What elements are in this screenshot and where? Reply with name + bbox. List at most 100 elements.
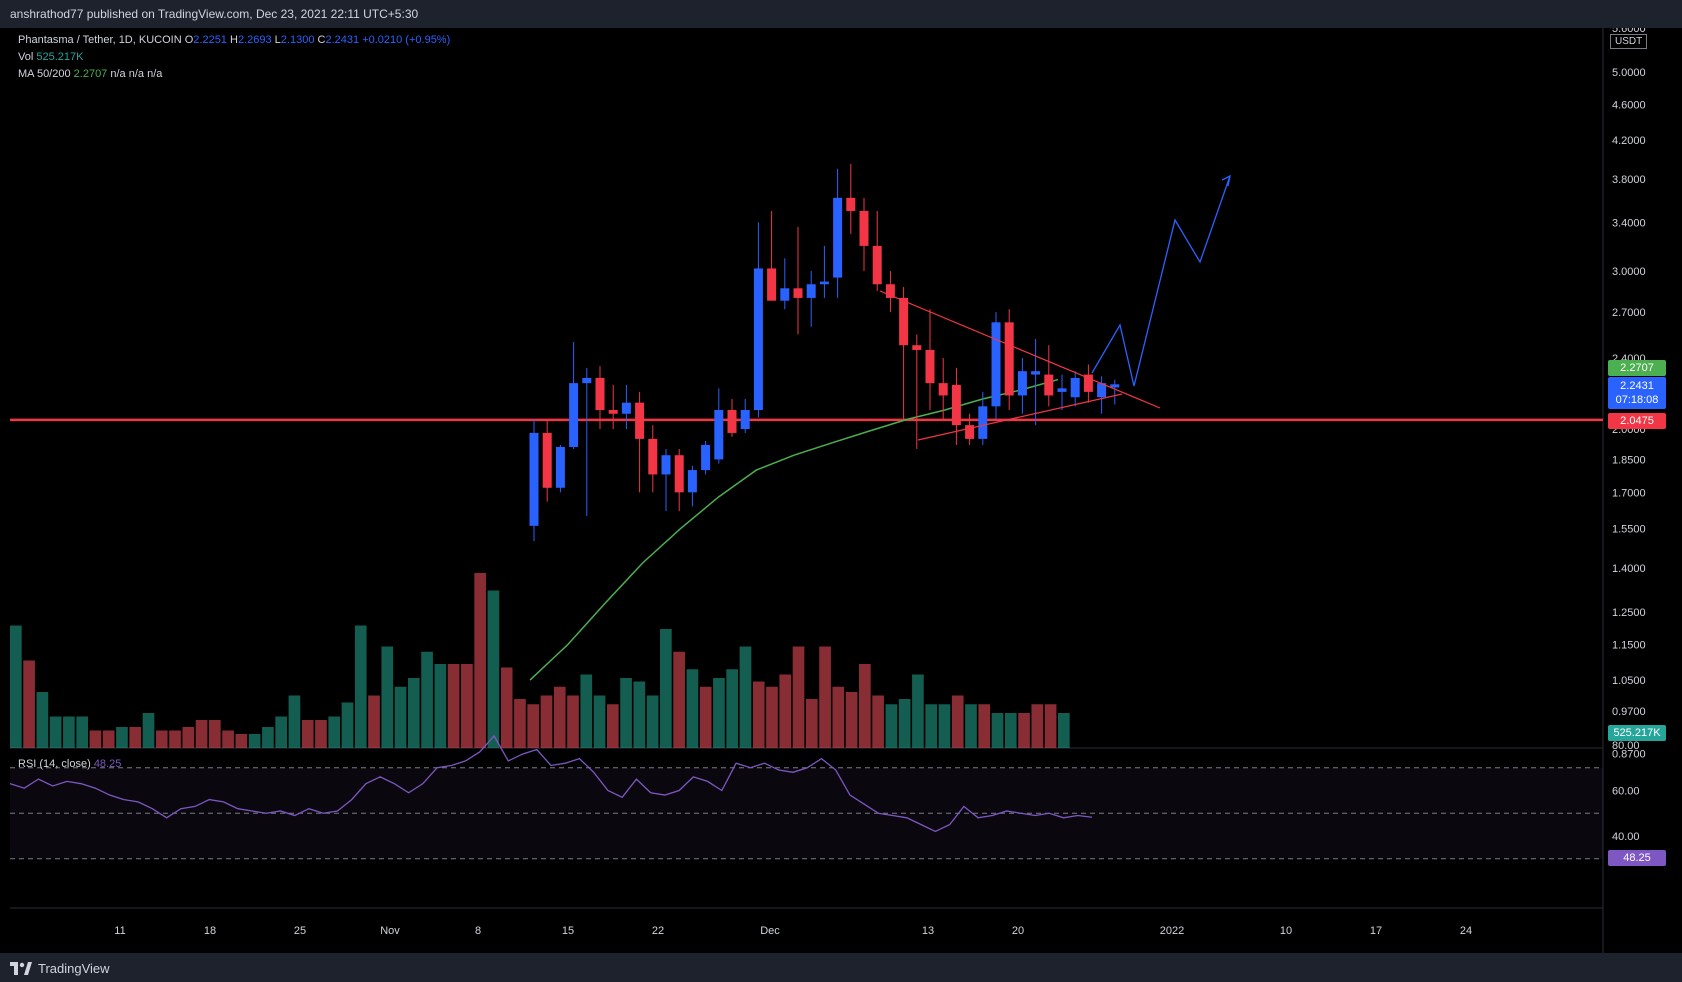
- ma-legend[interactable]: MA 50/200 2.2707 n/a n/a n/a: [18, 68, 162, 80]
- candle-body: [885, 284, 895, 298]
- candle-body: [555, 446, 565, 488]
- candle-body: [582, 377, 592, 384]
- time-axis-label: 24: [1460, 925, 1472, 937]
- volume-bar: [540, 695, 553, 748]
- volume-bar: [1004, 713, 1017, 748]
- time-axis-label: 20: [1012, 925, 1024, 937]
- volume-bar: [381, 646, 394, 748]
- rsi-value: 48.25: [93, 758, 122, 770]
- price-chart[interactable]: 5.6000 5.0000 4.6000 4.2000 3.8000 3.4000 3.00…: [0, 28, 1682, 953]
- volume-bar: [951, 695, 964, 748]
- price-tick-label: 4.6000: [1612, 99, 1646, 111]
- volume-bar: [620, 678, 632, 748]
- volume-bar: [726, 669, 739, 748]
- candle-body: [595, 377, 605, 411]
- volume-bar: [514, 699, 526, 748]
- candle-body: [951, 384, 961, 426]
- ma-price-tag: 2.2707: [1608, 360, 1666, 376]
- candle-body: [1057, 388, 1067, 392]
- volume-bar: [713, 678, 725, 748]
- candle-body: [846, 197, 856, 211]
- candle-body: [727, 410, 737, 433]
- candle-body: [1044, 374, 1054, 396]
- volume-bar: [169, 730, 181, 748]
- projection-arrowhead: [1221, 174, 1231, 187]
- rsi-label: RSI (14, close): [18, 758, 91, 770]
- last-price: 2.2431: [1620, 380, 1654, 392]
- price-tick-label: 1.0500: [1612, 675, 1646, 687]
- volume-bar: [699, 686, 712, 748]
- candle-body: [819, 281, 829, 285]
- volume-bar: [23, 660, 35, 748]
- price-tick-label: 0.9700: [1612, 706, 1646, 718]
- volume-bar: [872, 695, 884, 748]
- volume-bar: [739, 646, 752, 748]
- volume-bar: [407, 678, 420, 748]
- tradingview-brand[interactable]: TradingView: [10, 961, 110, 976]
- close-value: 2.2431: [325, 34, 360, 46]
- rsi-line: [9, 734, 1093, 833]
- currency-badge[interactable]: USDT: [1610, 34, 1648, 49]
- volume-bar: [89, 730, 102, 748]
- candle-body: [661, 455, 671, 475]
- support-price-tag: 2.0475: [1608, 413, 1666, 429]
- volume-bar: [527, 704, 540, 748]
- volume-bar: [116, 727, 128, 748]
- volume-bar: [606, 704, 619, 748]
- candle-body: [912, 345, 922, 350]
- candle-body: [569, 383, 579, 447]
- candle-body: [859, 210, 869, 246]
- symbol-title[interactable]: Phantasma / Tether, 1D, KUCOIN: [18, 34, 182, 46]
- candle-body: [806, 284, 816, 298]
- volume-bar: [461, 664, 473, 748]
- candle-body: [1031, 371, 1041, 375]
- price-tick-label: 1.7000: [1612, 487, 1646, 499]
- candle-body: [1097, 383, 1107, 398]
- publish-info: anshrathod77 published on TradingView.co…: [10, 7, 419, 21]
- candle-body: [753, 268, 763, 411]
- volume-bar: [1058, 713, 1070, 748]
- open-label: O: [184, 34, 194, 46]
- time-axis-label: 15: [562, 925, 574, 937]
- price-tick-label: 5.0000: [1612, 67, 1646, 79]
- candle-body: [925, 349, 935, 384]
- volume-bar: [965, 704, 977, 748]
- price-tick-label: 1.4000: [1612, 563, 1646, 575]
- volume-bar: [10, 625, 22, 748]
- ma-na-values: n/a n/a n/a: [110, 68, 163, 80]
- volume-bar: [805, 699, 818, 748]
- time-axis-label: 10: [1280, 925, 1292, 937]
- volume-tag: 525.217K: [1608, 725, 1666, 741]
- volume-bar: [208, 720, 221, 748]
- volume-bar: [182, 727, 195, 748]
- volume-bar: [262, 727, 274, 748]
- volume-bar: [288, 695, 301, 748]
- time-axis-label: 18: [204, 925, 216, 937]
- volume-bar: [660, 629, 672, 748]
- volume-bar: [248, 734, 261, 748]
- price-tick-label: 2.7000: [1612, 307, 1646, 319]
- rsi-legend[interactable]: RSI (14, close) 48.25: [18, 758, 121, 770]
- candle-body: [1070, 377, 1080, 398]
- volume-bar: [792, 646, 805, 748]
- high-label: H: [230, 34, 238, 46]
- candle-body: [740, 410, 750, 430]
- publish-header: anshrathod77 published on TradingView.co…: [0, 0, 1682, 28]
- bar-countdown: 07:18:08: [1615, 394, 1659, 406]
- candle-body: [991, 322, 1001, 407]
- time-axis-label: 13: [922, 925, 934, 937]
- price-tick-label: 1.1500: [1612, 640, 1646, 652]
- candle-body: [978, 406, 988, 439]
- time-axis-label: 11: [114, 925, 125, 937]
- price-tick-label: 3.4000: [1612, 217, 1646, 229]
- tradingview-logo-icon: [10, 962, 32, 975]
- volume-legend[interactable]: Vol 525.217K: [18, 51, 83, 63]
- price-tick-label: 1.8500: [1612, 454, 1646, 466]
- volume-bar: [195, 720, 208, 748]
- volume-bar: [1044, 704, 1057, 748]
- candle-body: [714, 410, 724, 460]
- volume-bar: [885, 704, 898, 748]
- volume-value: 525.217K: [36, 51, 84, 63]
- footer-bar: TradingView: [0, 953, 1682, 982]
- volume-bar: [354, 625, 367, 748]
